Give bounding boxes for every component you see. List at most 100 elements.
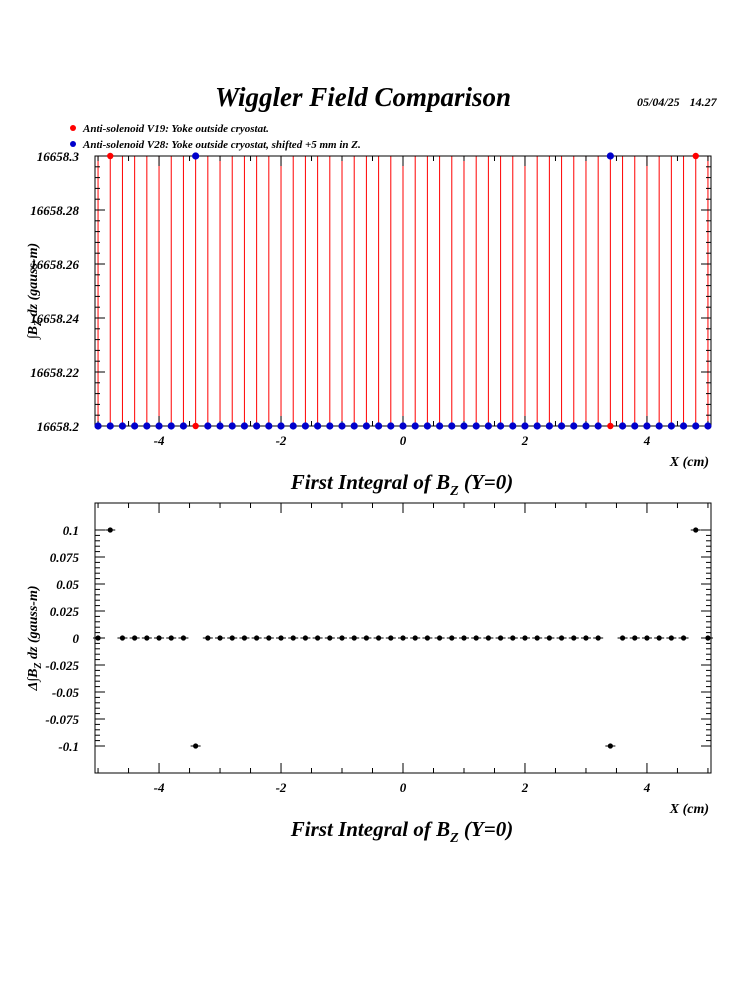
legend-entry-v28: Anti-solenoid V28: Yoke outside cryostat…	[70, 139, 361, 151]
x-tick-label: 4	[643, 433, 651, 448]
data-point	[436, 635, 443, 641]
data-point	[668, 635, 674, 641]
data-point-v28	[704, 422, 712, 430]
x-tick-label: -2	[276, 780, 287, 795]
data-point	[656, 635, 662, 641]
data-point	[205, 635, 211, 641]
data-point-v28	[460, 422, 468, 430]
data-point-v28	[265, 422, 273, 430]
data-point	[132, 635, 138, 641]
data-point	[412, 635, 418, 641]
data-point-v28	[692, 422, 700, 430]
data-point-v28	[106, 422, 114, 430]
x-tick-label: -4	[154, 780, 165, 795]
data-point-v28	[179, 422, 188, 430]
data-point-v28	[204, 422, 212, 430]
chart-title-part: (Y=0)	[459, 470, 514, 494]
data-point	[424, 635, 430, 641]
data-point-v28	[118, 422, 127, 430]
x-axis-label: X (cm)	[669, 455, 709, 470]
data-point	[388, 635, 394, 641]
y-tick-label: -0.1	[58, 739, 79, 754]
data-point	[193, 743, 199, 749]
data-point	[302, 635, 309, 641]
data-point-v19	[192, 422, 199, 430]
chart-title-sub: Z	[449, 831, 459, 846]
data-point-v28	[557, 422, 566, 430]
y-axis-label-part: ∫B	[26, 326, 41, 340]
data-point	[156, 635, 162, 641]
legend-label-v28: Anti-solenoid V28: Yoke outside cryostat…	[83, 139, 361, 151]
chart-title: First Integral of BZ (Y=0)	[290, 817, 513, 846]
legend-label-v19: Anti-solenoid V19: Yoke outside cryostat…	[83, 123, 269, 135]
data-point	[229, 635, 235, 641]
chart-panel-1: -4 -2 0 2 4 16658.2 16658.22 16658.24 16658.26 16…	[26, 149, 712, 499]
stamp-date: 05/04/25	[637, 95, 680, 109]
data-point-v28	[338, 422, 346, 430]
chart-title-part: First Integral of B	[290, 470, 450, 494]
data-point-v28	[679, 422, 688, 430]
y-tick-label: 0.075	[50, 550, 80, 565]
data-point	[376, 635, 382, 641]
data-point-v28	[277, 422, 285, 430]
data-point	[266, 635, 272, 641]
data-point-v28	[521, 422, 529, 430]
data-point	[497, 635, 504, 641]
data-point-v28	[496, 422, 505, 430]
data-point	[290, 635, 296, 641]
data-point	[485, 635, 491, 641]
page-title: Wiggler Field Comparison	[214, 82, 512, 112]
data-point-v28	[631, 422, 639, 430]
x-axis-label: X (cm)	[669, 802, 709, 817]
data-point	[534, 635, 540, 641]
data-point	[95, 635, 101, 641]
y-tick-label: 16658.2	[37, 419, 80, 434]
data-point-v28	[192, 152, 200, 160]
data-point	[558, 635, 565, 641]
data-point	[363, 635, 370, 641]
data-point-v28	[253, 422, 261, 430]
chart-title-sub: Z	[449, 484, 459, 499]
data-point-v28	[533, 422, 541, 430]
data-point	[327, 635, 333, 641]
data-point	[693, 527, 699, 533]
y-tick-label: 16658.26	[30, 257, 79, 272]
x-tick-label: 2	[521, 433, 529, 448]
data-point-v28	[375, 422, 383, 430]
data-point-v28	[570, 422, 578, 430]
data-point-v19	[692, 152, 699, 160]
data-point	[619, 635, 626, 641]
y-axis-label-part: dz (gauss-m)	[26, 243, 41, 320]
data-point-v28	[326, 422, 334, 430]
y-axis-label-sub: Z	[33, 662, 44, 669]
y-axis-label: ∫BZ dz (gauss-m)	[26, 243, 44, 340]
chart-title-part: (Y=0)	[459, 817, 514, 841]
legend-marker-blue	[70, 141, 76, 147]
y-tick-label: 0.1	[63, 523, 79, 538]
data-point-v28	[643, 422, 651, 430]
y-tick-label: 0	[73, 631, 80, 646]
y-axis-label-part: Δ∫B	[26, 669, 41, 692]
data-point	[510, 635, 516, 641]
data-point-v28	[240, 422, 249, 430]
data-point-v28	[472, 422, 480, 430]
y-tick-label: -0.075	[45, 712, 79, 727]
data-point	[583, 635, 589, 641]
data-point	[107, 527, 113, 533]
data-point-v28	[350, 422, 358, 430]
data-point	[546, 635, 552, 641]
data-point	[522, 635, 528, 641]
data-point-v28	[618, 422, 627, 430]
chart-panel-2: -4 -2 0 2 4 -0.1 -0.075 -0.05 -0.025 0 0.025 0.05 0.…	[26, 502, 713, 846]
y-tick-label: 16658.24	[30, 311, 79, 326]
chart-title-part: First Integral of B	[290, 817, 450, 841]
y-tick-label: 0.05	[56, 577, 79, 592]
data-point-v19	[607, 422, 614, 430]
data-point-v28	[362, 422, 371, 430]
data-point	[680, 635, 687, 641]
data-point	[644, 635, 650, 641]
data-point-v28	[423, 422, 431, 430]
data-point-v28	[155, 422, 163, 430]
y-tick-label: -0.05	[52, 685, 80, 700]
